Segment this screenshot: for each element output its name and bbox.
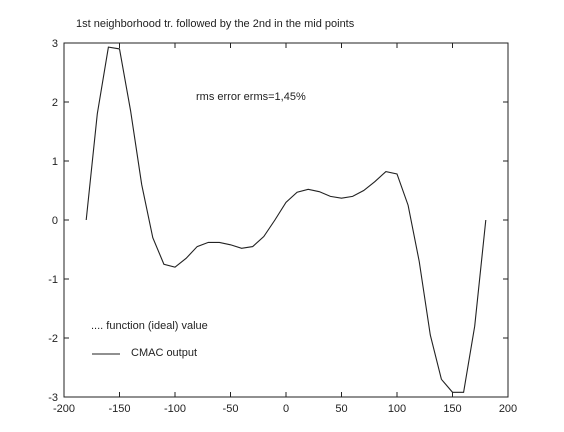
x-tick-label: -200: [53, 403, 75, 415]
y-tick-label: 3: [52, 38, 58, 50]
rms-error-annotation: rms error erms=1,45%: [196, 91, 306, 103]
x-tick-label: 200: [499, 403, 517, 415]
y-tick-label: -1: [48, 274, 58, 286]
legend: .... function (ideal) value CMAC output: [91, 320, 208, 359]
x-tick-label: 100: [388, 403, 406, 415]
x-tick-label: 50: [335, 403, 347, 415]
axis-ticks: [63, 42, 509, 398]
x-tick-label: 150: [443, 403, 461, 415]
chart-title: 1st neighborhood tr. followed by the 2nd…: [76, 18, 355, 30]
series-line-cmac-output: [85, 46, 487, 393]
x-tick-label: -100: [164, 403, 186, 415]
y-tick-label: 1: [52, 156, 58, 168]
y-tick-label: 2: [52, 97, 58, 109]
y-tick-label: -3: [48, 392, 58, 404]
y-tick-label: 0: [52, 215, 58, 227]
legend-label-cmac: CMAC output: [131, 347, 197, 359]
x-tick-label: 0: [283, 403, 289, 415]
y-tick-label: -2: [48, 333, 58, 345]
axis-tick-labels: -200 -150 -100 -50 0 50 100 150 200 -3 -2 -1 0 1 2 3: [48, 38, 517, 415]
legend-label-ideal: .... function (ideal) value: [91, 320, 208, 332]
x-tick-label: -150: [108, 403, 130, 415]
x-tick-label: -50: [223, 403, 239, 415]
